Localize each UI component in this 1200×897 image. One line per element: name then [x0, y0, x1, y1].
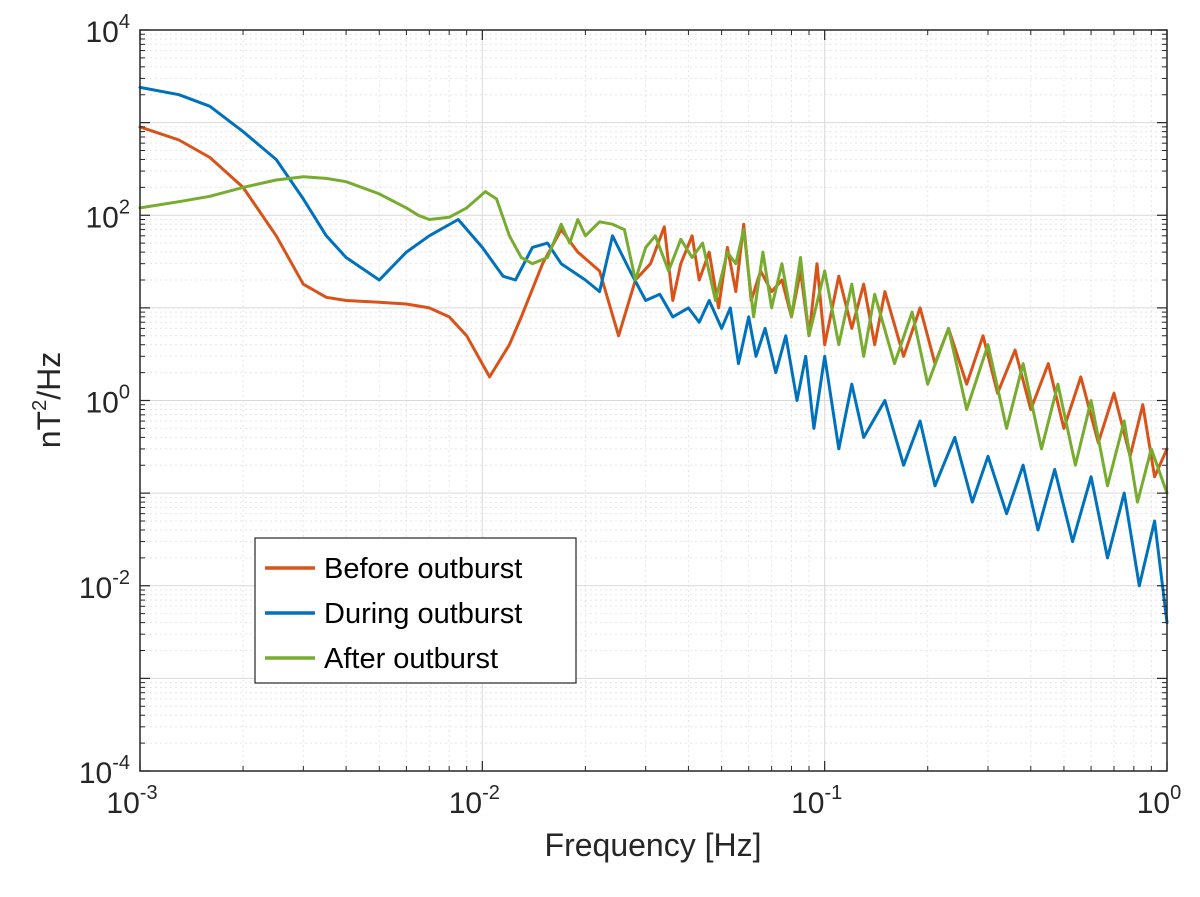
- x-tick-label-base: 10: [1137, 787, 1170, 820]
- y-tick-label-exp: 2: [119, 196, 130, 218]
- x-tick-label-exp: -3: [140, 782, 158, 804]
- x-tick-label: 10-1: [791, 782, 842, 820]
- legend: Before outburst During outburst After outb…: [254, 537, 577, 684]
- x-axis-label: Frequency [Hz]: [545, 827, 762, 863]
- y-tick-label: 100: [86, 382, 131, 420]
- y-tick-label: 10-4: [79, 752, 130, 790]
- x-tick-label: 100: [1137, 782, 1182, 820]
- x-tick-label: 10-2: [449, 782, 500, 820]
- y-tick-label-exp: -2: [112, 567, 130, 589]
- series-line-after-outburst: [138, 175, 1169, 504]
- y-tick-label-base: 10: [86, 201, 119, 234]
- y-tick-label: 10-2: [79, 567, 130, 605]
- legend-label-after-outburst: After outburst: [324, 643, 498, 675]
- y-tick-label-exp: -4: [112, 752, 130, 774]
- y-tick-label-base: 10: [79, 757, 112, 790]
- x-tick-label-base: 10: [106, 787, 139, 820]
- x-tick-label-exp: 0: [1170, 782, 1181, 804]
- x-tick-label: 10-3: [106, 782, 157, 820]
- y-tick-label-exp: 4: [119, 11, 130, 33]
- x-tick-label-base: 10: [449, 787, 482, 820]
- series-line-during-outburst: [138, 85, 1169, 625]
- y-axis-label: nT2/Hz: [29, 352, 67, 448]
- y-tick-label-base: 10: [86, 16, 119, 49]
- x-tick-labels: 10-3 10-2 10-1 100: [106, 782, 1181, 820]
- y-axis-label-exp: 2: [29, 400, 51, 411]
- legend-label-during-outburst: During outburst: [324, 598, 522, 630]
- x-tick-label-base: 10: [791, 787, 824, 820]
- y-tick-label: 104: [86, 11, 131, 49]
- y-tick-label-exp: 0: [119, 382, 130, 404]
- y-axis-label-base: nT: [31, 411, 67, 448]
- series-layer: [138, 85, 1169, 625]
- y-tick-label-base: 10: [86, 387, 119, 420]
- major-grid: [140, 30, 1167, 771]
- x-tick-label-exp: -2: [482, 782, 500, 804]
- y-axis-label-rest: /Hz: [31, 352, 67, 400]
- legend-label-before-outburst: Before outburst: [324, 553, 522, 585]
- axis-ticks: [139, 29, 1168, 772]
- y-tick-label: 102: [86, 196, 131, 234]
- series-line-before-outburst: [138, 125, 1169, 479]
- y-tick-label-base: 10: [79, 572, 112, 605]
- x-tick-label-exp: -1: [824, 782, 842, 804]
